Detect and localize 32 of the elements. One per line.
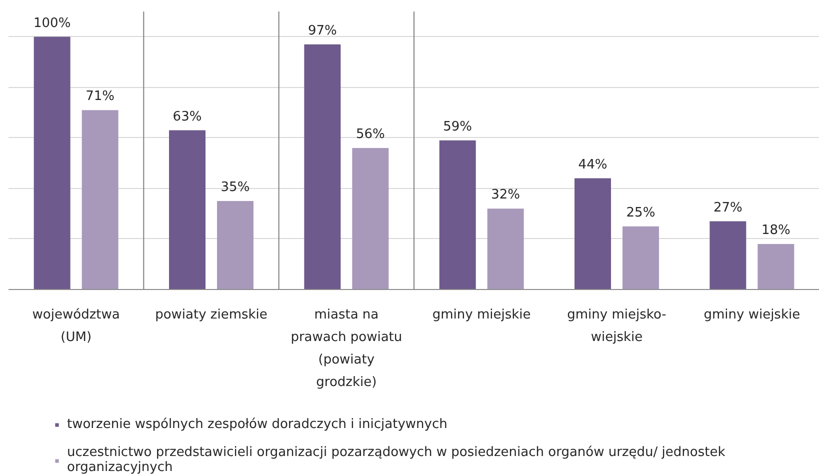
data-label: 25% [626,205,656,220]
bar [439,140,476,290]
data-label: 59% [443,119,472,134]
data-label: 71% [86,89,115,104]
bar [710,221,746,290]
bar [169,130,206,290]
data-label: 44% [578,157,608,172]
bar [758,244,794,290]
data-label: 56% [356,126,385,142]
legend-label: uczestnictwo przedstawicieli organizacji pozarządowych w posiedzeniach organów urzędu/ jednostek organizacyjnych [67,445,726,475]
x-tick-label: gminy miejskie [432,308,531,322]
x-tick-label: województwa (UM) [32,308,120,345]
bar [487,208,524,290]
legend-label: tworzenie wspólnych zespołów doradczych i inicjatywnych [67,417,448,432]
data-label: 27% [713,200,742,216]
x-tick-label: miasta na prawach powiatu (powiaty grodzkie) [290,308,402,390]
bar [304,44,341,290]
bar [34,36,70,290]
bar [352,148,389,290]
data-label: 18% [761,223,790,238]
bar [82,110,118,290]
data-label: 63% [172,109,202,124]
data-label: 35% [220,180,250,196]
x-tick-label: powiaty ziemskie [155,308,268,322]
x-tick-label: gminy wiejskie [704,308,800,322]
bar [622,226,659,290]
data-label: 97% [308,23,337,38]
data-label: 100% [34,16,71,31]
bar [216,201,254,290]
data-label: 32% [491,188,520,203]
bar [574,178,612,290]
x-tick-label: gminy miejsko-wiejskie [567,308,667,345]
